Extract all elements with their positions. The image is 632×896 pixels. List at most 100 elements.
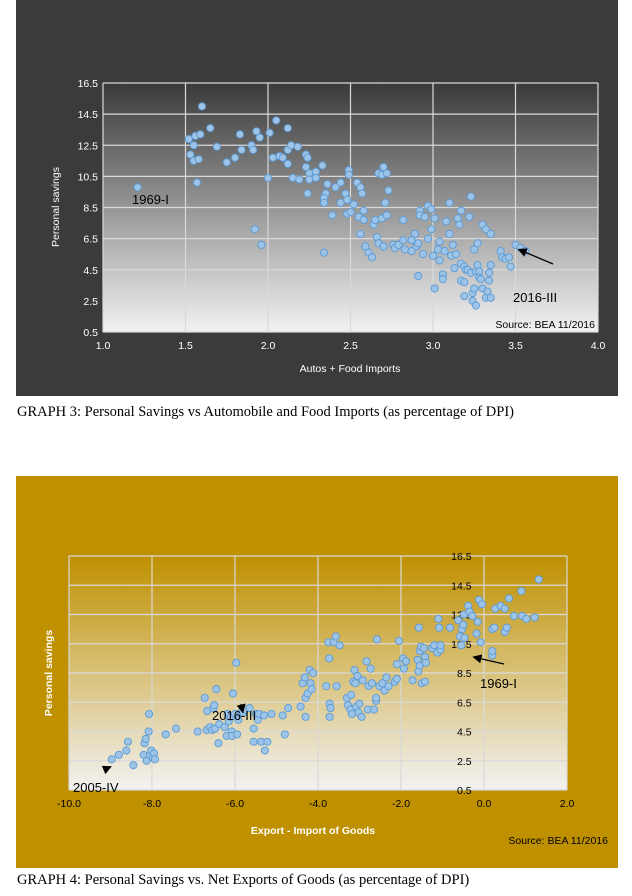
- graph3-source-note: Source: BEA 11/2016: [495, 319, 595, 331]
- data-point: [356, 229, 365, 239]
- data-point: [438, 275, 447, 284]
- data-point: [486, 261, 495, 270]
- data-point: [210, 701, 219, 710]
- data-point: [367, 679, 377, 688]
- data-point: [407, 236, 416, 245]
- data-point: [107, 755, 116, 764]
- data-point: [301, 162, 311, 172]
- y-tick-label: 14.5: [78, 109, 99, 121]
- data-point: [372, 693, 381, 702]
- graph3-caption: GRAPH 3: Personal Savings vs Automobile …: [17, 404, 514, 420]
- annotation-label: 1969-I: [480, 676, 517, 691]
- data-point: [473, 617, 482, 626]
- data-point: [260, 746, 269, 755]
- data-point: [530, 613, 539, 622]
- data-point: [206, 124, 215, 133]
- data-point: [200, 693, 209, 702]
- data-point: [384, 682, 393, 691]
- data-point: [366, 664, 375, 673]
- data-point: [506, 262, 515, 271]
- data-point: [452, 250, 461, 259]
- data-point: [481, 225, 490, 234]
- data-point: [522, 614, 531, 623]
- y-tick-label: 4.5: [83, 265, 98, 277]
- data-point: [193, 727, 202, 736]
- data-point: [232, 658, 241, 667]
- data-point: [301, 712, 310, 721]
- data-point: [483, 287, 492, 296]
- data-point: [303, 189, 312, 198]
- data-point: [399, 215, 408, 224]
- data-point: [455, 220, 464, 229]
- x-tick-label: 1.5: [178, 340, 193, 352]
- data-point: [382, 211, 391, 220]
- data-point: [369, 705, 379, 714]
- data-point: [384, 186, 393, 195]
- data-point: [320, 248, 329, 257]
- data-point: [367, 253, 377, 262]
- data-point: [476, 275, 485, 284]
- data-point: [435, 256, 444, 265]
- data-point: [192, 178, 202, 187]
- data-point: [440, 247, 449, 256]
- data-point: [430, 214, 439, 223]
- data-point: [457, 641, 466, 650]
- data-point: [442, 217, 451, 226]
- data-point: [144, 727, 153, 736]
- annotation-label: 2005-IV: [73, 780, 119, 795]
- data-point: [361, 242, 370, 251]
- data-point: [145, 709, 154, 719]
- data-point: [476, 638, 485, 647]
- data-point: [351, 679, 360, 688]
- data-point: [133, 183, 142, 192]
- data-point: [161, 730, 170, 739]
- data-point: [400, 245, 410, 254]
- data-point: [122, 746, 131, 755]
- data-point: [328, 211, 337, 220]
- data-point: [230, 153, 240, 162]
- data-point: [358, 676, 367, 685]
- data-point: [196, 130, 205, 139]
- data-point: [459, 620, 468, 629]
- data-point: [407, 247, 416, 256]
- data-point: [490, 623, 499, 632]
- y-tick-label: 6.5: [457, 697, 472, 709]
- data-point: [283, 159, 292, 168]
- data-point: [212, 685, 221, 694]
- data-point: [357, 189, 367, 198]
- data-point: [488, 647, 497, 656]
- data-point: [303, 153, 312, 162]
- graph3-y-axis-label: Personal savings: [50, 167, 62, 247]
- data-point: [332, 682, 341, 691]
- data-point: [470, 284, 479, 293]
- data-point: [359, 206, 368, 215]
- data-point: [280, 730, 289, 739]
- x-tick-label: -2.0: [392, 798, 410, 810]
- data-point: [222, 158, 231, 167]
- data-point: [265, 128, 274, 137]
- x-tick-label: -6.0: [226, 798, 244, 810]
- data-point: [347, 690, 356, 699]
- data-point: [414, 623, 423, 632]
- data-point: [419, 644, 428, 653]
- data-point: [347, 709, 357, 719]
- data-point: [220, 723, 229, 732]
- data-point: [460, 633, 469, 642]
- data-point: [249, 737, 258, 746]
- data-point: [399, 236, 408, 245]
- data-point: [421, 658, 430, 667]
- data-point: [456, 206, 466, 215]
- data-point: [245, 704, 254, 713]
- data-point: [249, 724, 258, 733]
- data-point: [325, 712, 334, 721]
- data-point: [477, 600, 486, 609]
- data-point: [343, 195, 352, 204]
- y-tick-label: 8.5: [457, 668, 472, 680]
- data-point: [278, 153, 287, 162]
- data-point: [534, 575, 543, 584]
- data-point: [445, 623, 455, 632]
- x-tick-label: -8.0: [143, 798, 161, 810]
- data-point: [433, 245, 443, 254]
- data-point: [372, 635, 381, 644]
- data-point: [296, 702, 305, 711]
